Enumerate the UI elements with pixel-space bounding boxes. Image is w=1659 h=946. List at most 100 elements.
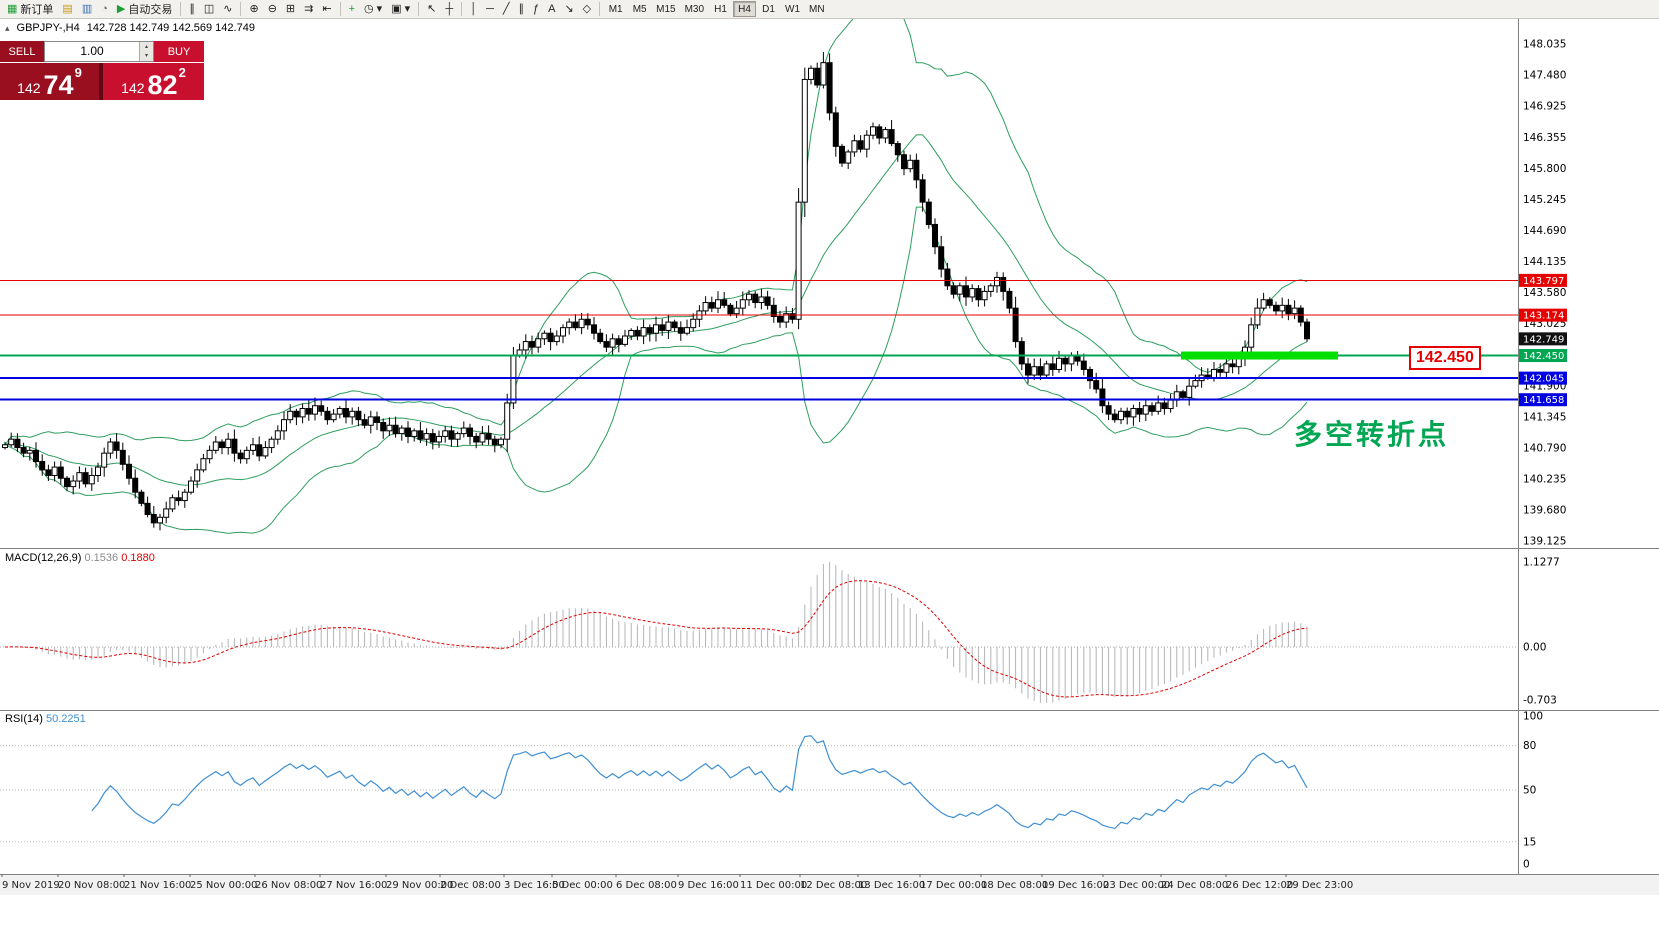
svg-text:12 Dec 08:00: 12 Dec 08:00 <box>800 880 867 891</box>
svg-text:141.658: 141.658 <box>1523 395 1564 406</box>
tf-m30[interactable]: M30 <box>681 1 708 17</box>
autotrading-button[interactable]: ▶ 自动交易 <box>113 1 176 18</box>
svg-text:17 Dec 00:00: 17 Dec 00:00 <box>920 880 987 891</box>
fibonacci-icon[interactable]: ƒ <box>529 1 543 18</box>
macd-indicator <box>0 561 1518 704</box>
svg-text:3 Dec 16:00: 3 Dec 16:00 <box>504 880 565 891</box>
candlestick-chart-icon[interactable]: ◫ <box>200 1 218 18</box>
navigator-icon[interactable]: ◔ <box>97 1 112 18</box>
sell-price-point: 9 <box>74 65 82 80</box>
one-click-trading-panel: SELL 1.00 ▴ ▾ BUY 142 74 9 142 82 2 <box>0 41 204 100</box>
tf-d1[interactable]: D1 <box>757 1 780 17</box>
line-chart-icon[interactable]: ∿ <box>219 1 236 18</box>
price-level-label[interactable]: 142.450 <box>1409 346 1481 370</box>
volume-decrease-button[interactable]: ▾ <box>140 51 153 61</box>
tf-mn[interactable]: MN <box>805 1 829 17</box>
highlight-bar[interactable] <box>1181 351 1338 360</box>
time-axis-strip[interactable] <box>0 874 1659 895</box>
svg-text:0.00: 0.00 <box>1523 642 1546 654</box>
arrows-icon[interactable]: ↘ <box>560 1 577 18</box>
svg-text:143.174: 143.174 <box>1523 311 1564 322</box>
chart-shift-icon[interactable]: ⇤ <box>318 1 335 18</box>
symbol-period-label: GBPJPY-,H4 <box>16 22 80 34</box>
volume-increase-button[interactable]: ▴ <box>140 42 153 52</box>
svg-text:5 Dec 00:00: 5 Dec 00:00 <box>552 880 613 891</box>
toolbar-separator <box>339 2 341 16</box>
volume-field[interactable]: 1.00 ▴ ▾ <box>44 41 154 62</box>
svg-text:0: 0 <box>1523 859 1530 871</box>
toolbar-separator <box>418 2 420 16</box>
crosshair-icon[interactable]: ┼ <box>441 1 457 18</box>
sell-button[interactable]: SELL <box>0 41 44 62</box>
volume-value: 1.00 <box>80 44 104 58</box>
svg-text:142.045: 142.045 <box>1523 374 1564 385</box>
macd-label: MACD(12,26,9) 0.1536 0.1880 <box>5 552 155 564</box>
price-axis[interactable]: 148.035 147.480 146.925 146.355 145.800 145.2… <box>1523 39 1566 548</box>
svg-text:1.1277: 1.1277 <box>1523 556 1560 568</box>
bar-chart-icon[interactable]: ∥ <box>185 1 199 18</box>
svg-text:147.480: 147.480 <box>1523 69 1566 81</box>
tile-windows-icon[interactable]: ⊞ <box>282 1 299 18</box>
cursor-icon[interactable]: ↖ <box>423 1 440 18</box>
tf-w1[interactable]: W1 <box>781 1 804 17</box>
rsi-axis[interactable]: 100 80 50 15 0 <box>1523 711 1543 871</box>
macd-value: 0.1536 <box>84 552 119 564</box>
profiles-icon[interactable]: ▥ <box>78 1 96 18</box>
tf-h4[interactable]: H4 <box>733 1 757 17</box>
svg-text:-0.703: -0.703 <box>1523 695 1557 707</box>
rsi-label: RSI(14) 50.2251 <box>5 713 86 725</box>
shapes-icon[interactable]: ◇ <box>579 1 595 18</box>
chart-annotation-text[interactable]: 多空转折点 <box>1294 418 1450 451</box>
svg-text:141.345: 141.345 <box>1523 412 1566 424</box>
sell-price-button[interactable]: 142 74 9 <box>0 63 99 100</box>
chart-canvas[interactable]: 148.035 147.480 146.925 146.355 145.800 145.2… <box>0 19 1659 946</box>
horizontal-lines[interactable]: 143.797 143.174 142.450 142.045 141.658 <box>0 273 1567 407</box>
svg-text:19 Dec 16:00: 19 Dec 16:00 <box>1042 880 1109 891</box>
svg-text:20 Nov 08:00: 20 Nov 08:00 <box>58 880 125 891</box>
toolbar-separator <box>461 2 463 16</box>
ohlc-values: 142.728 142.749 142.569 142.749 <box>86 22 255 34</box>
zoom-in-icon[interactable]: ⊕ <box>245 1 262 18</box>
autotrading-label: 自动交易 <box>128 4 173 16</box>
sell-price-pips: 74 <box>43 70 74 101</box>
svg-text:29 Dec 23:00: 29 Dec 23:00 <box>1286 880 1353 891</box>
auto-scroll-icon[interactable]: ⇉ <box>300 1 317 18</box>
svg-text:143.797: 143.797 <box>1523 276 1564 287</box>
indicators-icon[interactable]: + <box>345 1 359 18</box>
svg-text:140.235: 140.235 <box>1523 474 1566 486</box>
svg-text:139.125: 139.125 <box>1523 535 1566 547</box>
tf-h1[interactable]: H1 <box>709 1 732 17</box>
svg-text:148.035: 148.035 <box>1523 39 1566 51</box>
zoom-out-icon[interactable]: ⊖ <box>264 1 281 18</box>
tf-m5[interactable]: M5 <box>628 1 651 17</box>
svg-text:26 Nov 08:00: 26 Nov 08:00 <box>255 880 322 891</box>
buy-price-button[interactable]: 142 82 2 <box>103 63 204 100</box>
charts-bar-icon[interactable]: ▤ <box>58 1 76 18</box>
horizontal-line-icon[interactable]: ─ <box>482 1 498 18</box>
tf-m15[interactable]: M15 <box>652 1 679 17</box>
trendline-icon[interactable]: ╱ <box>499 1 514 18</box>
periods-icon[interactable]: ◷ ▾ <box>360 1 386 18</box>
templates-icon[interactable]: ▣ ▾ <box>387 1 414 18</box>
tf-m1[interactable]: M1 <box>604 1 627 17</box>
macd-signal-value: 0.1880 <box>121 552 155 564</box>
svg-text:6 Dec 08:00: 6 Dec 08:00 <box>616 880 677 891</box>
buy-button[interactable]: BUY <box>154 41 204 62</box>
svg-text:139.680: 139.680 <box>1523 505 1566 517</box>
vertical-line-icon[interactable]: │ <box>466 1 481 18</box>
svg-text:143.580: 143.580 <box>1523 287 1566 299</box>
price-block-divider <box>99 63 103 100</box>
text-icon[interactable]: A <box>544 1 559 18</box>
toolbar-separator <box>599 2 601 16</box>
svg-text:21 Nov 16:00: 21 Nov 16:00 <box>124 880 191 891</box>
svg-text:80: 80 <box>1523 740 1536 752</box>
svg-text:24 Dec 08:00: 24 Dec 08:00 <box>1161 880 1228 891</box>
new-order-button[interactable]: ▦ 新订单 <box>3 1 57 18</box>
macd-axis[interactable]: 1.1277 0.00 -0.703 <box>1523 556 1560 706</box>
channel-icon[interactable]: ∥ <box>514 1 528 18</box>
candles <box>2 52 1310 531</box>
svg-text:25 Nov 00:00: 25 Nov 00:00 <box>190 880 257 891</box>
svg-text:26 Dec 12:00: 26 Dec 12:00 <box>1226 880 1293 891</box>
svg-text:142.749: 142.749 <box>1523 334 1564 345</box>
